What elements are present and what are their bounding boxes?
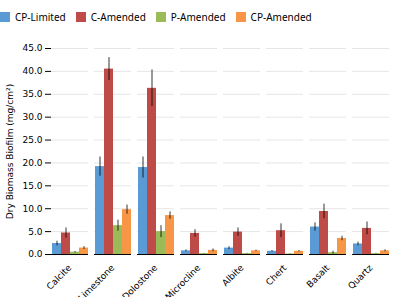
svg-text:5.0: 5.0	[28, 226, 43, 236]
html-text:CP-Amended: CP-Amended	[250, 9, 312, 24]
html-text:C-Amended: C-Amended	[90, 9, 146, 24]
svg-text:Basalt: Basalt	[305, 262, 332, 289]
svg-text:Quartz: Quartz	[346, 263, 375, 292]
svg-text:45.0: 45.0	[22, 43, 42, 53]
svg-text:Chert: Chert	[264, 262, 289, 287]
svg-text:Calcite: Calcite	[45, 262, 74, 291]
svg-text:Dry Biomass Biofilm (mg/cm²): Dry Biomass Biofilm (mg/cm²)	[5, 84, 15, 219]
html-text:CP-Limited: CP-Limited	[15, 9, 66, 24]
svg-text:20.0: 20.0	[22, 158, 42, 168]
svg-text:25.0: 25.0	[22, 135, 42, 145]
svg-text:Dolostone: Dolostone	[120, 262, 160, 297]
svg-text:Limestone: Limestone	[76, 262, 116, 297]
svg-text:10.0: 10.0	[22, 204, 42, 214]
html-text:P-Amended: P-Amended	[170, 9, 226, 24]
svg-text:Albite: Albite	[220, 262, 246, 288]
svg-text:35.0: 35.0	[22, 89, 42, 99]
svg-text:0.0: 0.0	[28, 249, 43, 259]
svg-text:40.0: 40.0	[22, 66, 42, 76]
svg-text:15.0: 15.0	[22, 181, 42, 191]
svg-text:30.0: 30.0	[22, 112, 42, 122]
svg-text:Microcline: Microcline	[163, 262, 203, 297]
